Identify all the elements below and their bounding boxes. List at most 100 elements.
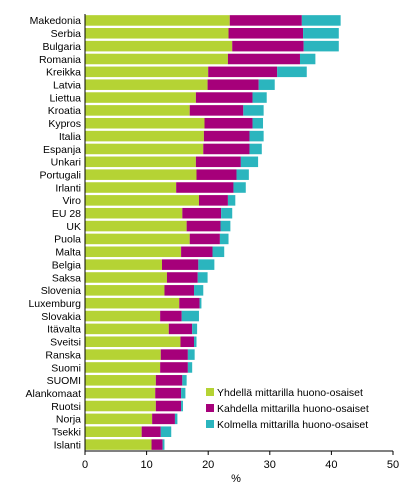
bar-serbia-series-3 xyxy=(303,28,339,39)
legend-swatch-series-1 xyxy=(206,388,214,396)
category-label: Alankomaat xyxy=(26,388,82,400)
bar-saksa-series-2 xyxy=(166,272,198,283)
bar-liettua-series-1 xyxy=(85,92,196,103)
category-label: Tsekki xyxy=(52,427,81,439)
bar-makedonia-series-2 xyxy=(229,15,302,26)
category-label: Irlanti xyxy=(55,182,81,194)
bar-suomi-series-2 xyxy=(155,375,183,386)
bar-suomi-series-2 xyxy=(160,362,188,373)
category-label: Sveitsi xyxy=(50,337,81,349)
bar-tsekki-series-2 xyxy=(141,426,161,437)
bar-norja-series-1 xyxy=(85,413,153,425)
bar-norja-series-3 xyxy=(174,413,178,425)
category-label: Ranska xyxy=(45,349,81,361)
category-label: Latvia xyxy=(53,79,81,91)
bar-slovenia-series-2 xyxy=(164,285,195,296)
category-label: Viro xyxy=(63,195,82,207)
x-tick-label: 10 xyxy=(140,459,152,471)
category-label: UK xyxy=(66,221,81,233)
category-label: Suomi xyxy=(51,362,81,374)
bar-liettua-series-2 xyxy=(195,92,253,103)
category-label: Kreikka xyxy=(46,67,81,79)
bar-irlanti-series-2 xyxy=(176,182,234,193)
legend-label-series-2: Kahdella mittarilla huono-osaiset xyxy=(217,403,369,415)
bar-belgia-series-1 xyxy=(85,259,162,270)
category-label: EU 28 xyxy=(52,208,81,220)
bar-kypros-series-1 xyxy=(85,117,205,129)
category-label: Bulgaria xyxy=(42,41,81,53)
bar-alankomaat-series-2 xyxy=(155,387,182,399)
bar-kypros-series-3 xyxy=(252,117,264,129)
legend: Yhdellä mittarilla huono-osaiset Kahdella… xyxy=(206,387,369,431)
bar-espanja-series-2 xyxy=(203,143,250,155)
bar-saksa-series-1 xyxy=(85,272,167,283)
bar-romania-series-1 xyxy=(85,53,228,65)
category-label: SUOMI xyxy=(47,375,81,387)
category-label: Belgia xyxy=(52,259,81,271)
bar-tsekki-series-1 xyxy=(85,426,142,437)
bar-ranska-series-1 xyxy=(85,349,161,360)
bar-unkari-series-3 xyxy=(240,156,259,168)
bar-serbia-series-2 xyxy=(228,28,304,39)
bar-bulgaria-series-3 xyxy=(303,40,339,52)
legend-swatch-series-3 xyxy=(206,420,214,428)
category-label: Italia xyxy=(59,131,81,143)
bar-puola-series-3 xyxy=(219,233,229,245)
bar-uk-series-2 xyxy=(186,220,221,232)
bar-itävalta-series-3 xyxy=(192,323,198,335)
category-label: Serbia xyxy=(51,28,82,40)
bar-ranska-series-2 xyxy=(160,349,188,360)
bar-itävalta-series-1 xyxy=(85,323,169,335)
bar-malta-series-1 xyxy=(85,246,182,258)
bar-kypros-series-2 xyxy=(204,117,253,129)
bar-slovakia-series-2 xyxy=(160,310,182,322)
bar-ruotsi-series-2 xyxy=(155,400,182,412)
bar-latvia-series-1 xyxy=(85,79,208,90)
category-label: Espanja xyxy=(43,144,81,156)
bar-latvia-series-3 xyxy=(258,79,275,90)
bar-uk-series-1 xyxy=(85,220,187,232)
bar-slovakia-series-1 xyxy=(85,310,161,322)
bar-malta-series-3 xyxy=(212,246,225,258)
category-label: Itävalta xyxy=(47,324,81,336)
bar-ranska-series-3 xyxy=(187,349,195,360)
bar-kreikka-series-1 xyxy=(85,66,209,78)
bar-uk-series-3 xyxy=(220,220,231,232)
bar-malta-series-2 xyxy=(181,246,213,258)
bar-irlanti-series-1 xyxy=(85,182,177,193)
x-tick-label: 30 xyxy=(264,459,276,471)
bar-sveitsi-series-3 xyxy=(194,336,197,348)
x-tick-label: 40 xyxy=(325,459,337,471)
bar-islanti-series-3 xyxy=(162,439,165,450)
x-tick-label: 50 xyxy=(387,459,399,471)
bar-puola-series-1 xyxy=(85,233,190,245)
bar-kreikka-series-3 xyxy=(277,66,307,78)
x-ticks: 0 10 20 30 40 50 xyxy=(82,451,399,471)
bar-viro-series-2 xyxy=(198,195,228,206)
bar-sveitsi-series-1 xyxy=(85,336,181,348)
bar-italia-series-3 xyxy=(249,130,264,142)
bar-eu-28-series-3 xyxy=(221,207,233,219)
bar-suomi-series-1 xyxy=(85,375,156,386)
x-tick-label: 20 xyxy=(202,459,214,471)
bar-suomi-series-1 xyxy=(85,362,161,373)
bar-suomi-series-3 xyxy=(182,375,187,386)
bar-slovenia-series-3 xyxy=(194,285,204,296)
category-label: Malta xyxy=(55,247,81,259)
bar-saksa-series-3 xyxy=(197,272,208,283)
category-label: Slovenia xyxy=(41,285,81,297)
category-label: Ruotsi xyxy=(51,401,81,413)
bar-puola-series-2 xyxy=(189,233,220,245)
category-label: Portugali xyxy=(40,169,81,181)
bar-viro-series-1 xyxy=(85,195,199,206)
bar-sveitsi-series-2 xyxy=(180,336,195,348)
bar-belgia-series-3 xyxy=(198,259,215,270)
bar-portugali-series-1 xyxy=(85,169,197,180)
category-label: Makedonia xyxy=(30,15,82,27)
bar-islanti-series-1 xyxy=(85,439,152,450)
bar-suomi-series-3 xyxy=(187,362,193,373)
x-tick-label: 0 xyxy=(82,459,88,471)
bar-luxemburg-series-3 xyxy=(199,297,202,309)
bar-unkari-series-1 xyxy=(85,156,196,168)
